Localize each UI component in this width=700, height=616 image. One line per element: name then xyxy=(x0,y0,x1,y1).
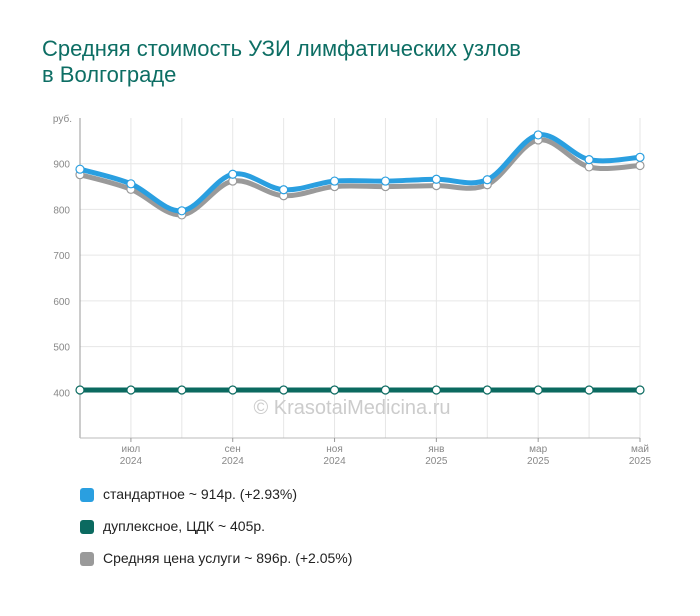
y-tick-label: 600 xyxy=(53,297,70,308)
data-point xyxy=(635,160,645,171)
data-point xyxy=(329,385,340,395)
x-tick-label-year: 2024 xyxy=(323,456,346,467)
data-point xyxy=(279,385,289,395)
legend-swatch-standard xyxy=(80,488,94,502)
data-point xyxy=(533,130,543,140)
x-tick-label-year: 2025 xyxy=(527,456,550,467)
chart-title-line-1: Средняя стоимость УЗИ лимфатических узло… xyxy=(42,36,521,61)
watermark: © KrasotaiMedicina.ru xyxy=(253,397,450,419)
data-point xyxy=(126,385,136,395)
x-tick-label-month: ноя xyxy=(326,444,343,455)
legend-label-standard: стандартное ~ 914р. (+2.93%) xyxy=(103,486,297,502)
y-tick-label: 900 xyxy=(53,160,70,171)
data-point xyxy=(584,385,594,395)
chart-series xyxy=(75,130,645,395)
chart-axes: 400500600700800900руб.июл2024сен2024ноя2… xyxy=(53,113,652,467)
data-point xyxy=(635,152,645,162)
x-tick-label-year: 2024 xyxy=(120,456,143,467)
y-axis-unit-label: руб. xyxy=(53,113,72,125)
x-tick-label-month: сен xyxy=(225,444,241,455)
data-point xyxy=(533,385,543,395)
series-group xyxy=(75,130,645,216)
data-point xyxy=(635,385,645,395)
data-point xyxy=(584,155,594,165)
x-tick-label-month: июл xyxy=(122,444,141,455)
data-point xyxy=(431,174,441,184)
data-point xyxy=(380,176,391,186)
line-chart: © KrasotaiMedicina.ru 400 500 600 700 800 900… xyxy=(53,113,652,467)
y-tick-label: 400 xyxy=(53,388,70,399)
y-tick-label: 500 xyxy=(53,343,70,354)
data-point xyxy=(482,385,492,395)
chart-title: Средняя стоимость УЗИ лимфатических узло… xyxy=(42,36,642,88)
data-point xyxy=(75,164,85,174)
data-point xyxy=(228,385,238,395)
legend-swatch-average xyxy=(80,552,94,566)
series-group xyxy=(75,385,645,395)
x-tick-label-year: 2025 xyxy=(629,456,652,467)
y-tick-label: 800 xyxy=(53,205,70,216)
data-point xyxy=(279,185,289,195)
x-tick-label-month: май xyxy=(631,444,649,455)
data-point xyxy=(177,206,187,216)
data-point xyxy=(431,385,441,395)
data-point xyxy=(482,175,492,185)
y-tick-label: 700 xyxy=(53,251,70,262)
x-tick-label-year: 2025 xyxy=(425,456,448,467)
data-point xyxy=(177,385,187,395)
data-point xyxy=(380,385,391,395)
x-tick-label-month: мар xyxy=(529,444,547,455)
data-point xyxy=(228,169,238,179)
chart-title-line-2: в Волгограде xyxy=(42,62,177,87)
data-point xyxy=(126,179,136,189)
data-point xyxy=(329,176,340,186)
data-point xyxy=(75,385,85,395)
legend-label-duplex: дуплексное, ЦДК ~ 405р. xyxy=(103,518,266,534)
legend-swatch-duplex xyxy=(80,520,94,534)
legend-label-average: Средняя цена услуги ~ 896р. (+2.05%) xyxy=(103,550,353,566)
x-tick-label-month: янв xyxy=(428,444,444,455)
x-tick-label-year: 2024 xyxy=(222,456,245,467)
